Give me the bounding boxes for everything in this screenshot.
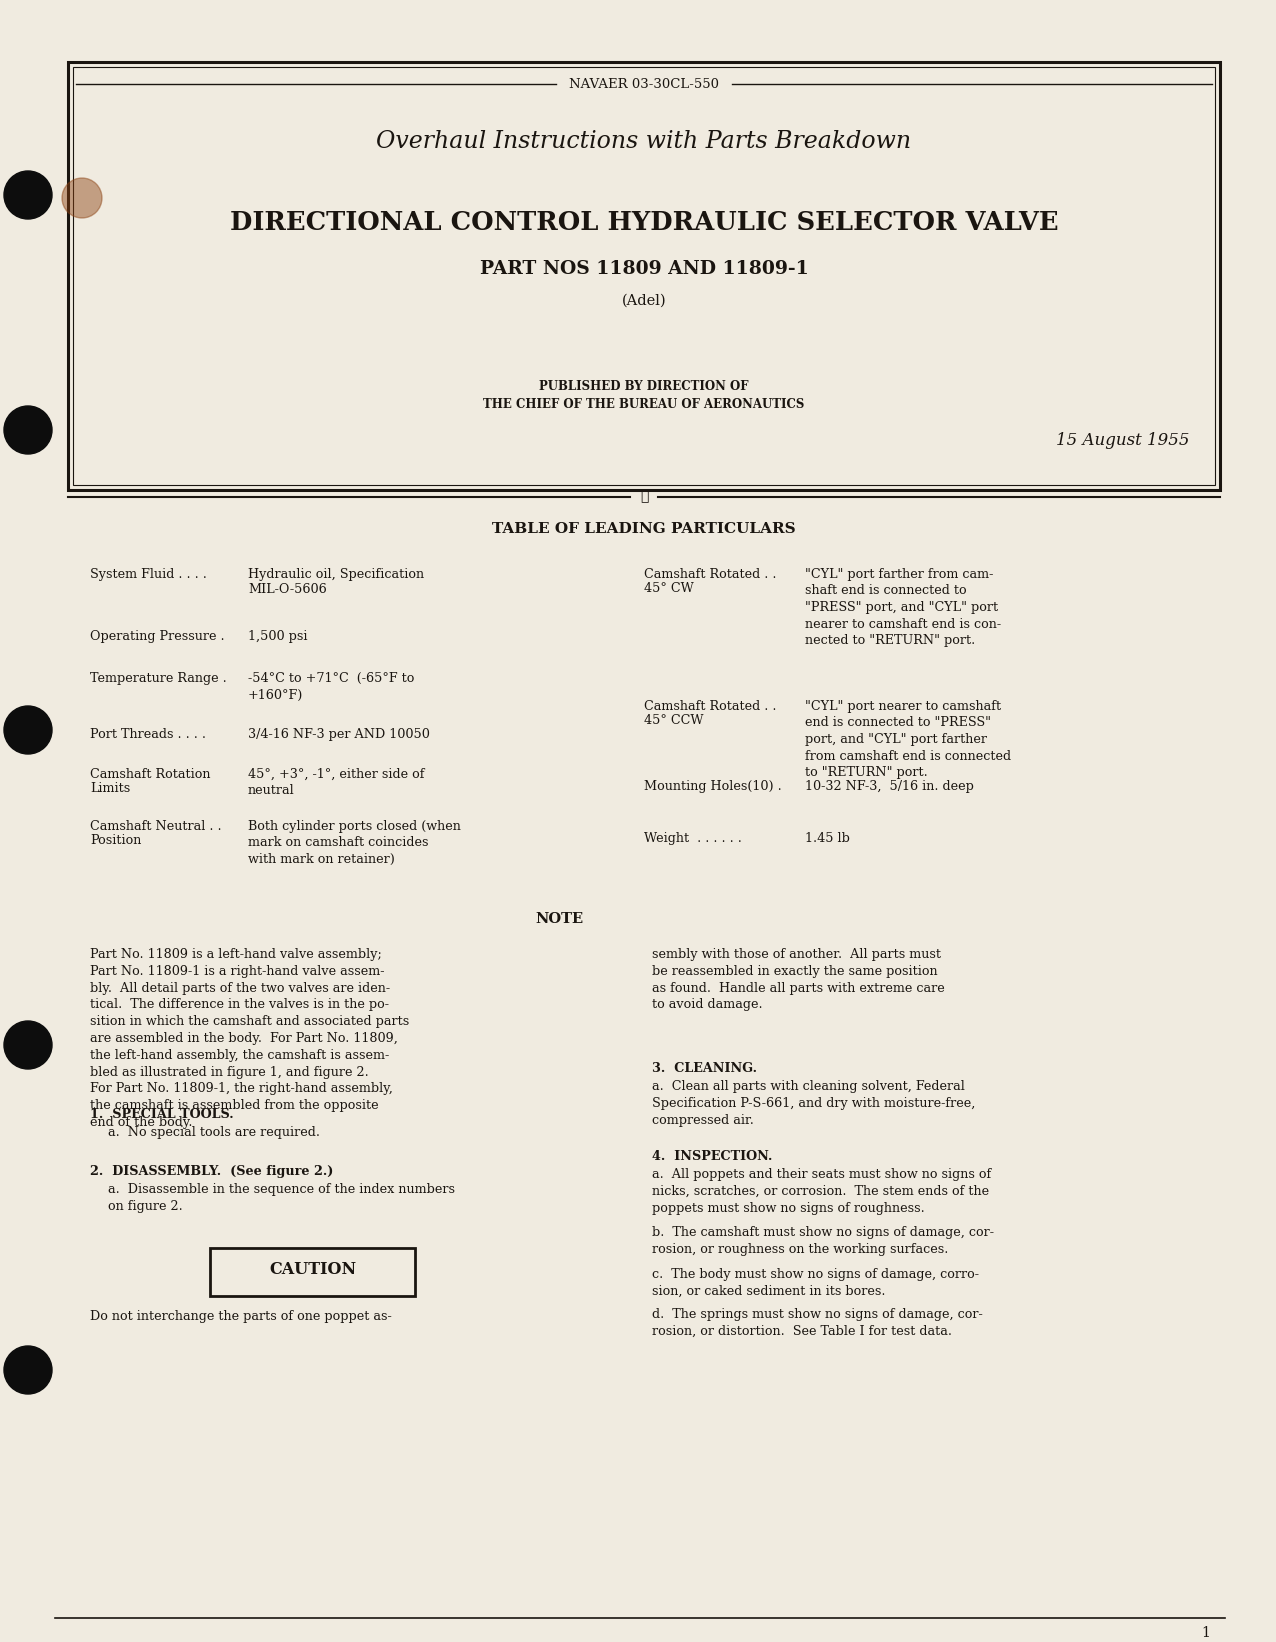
Text: System Fluid . . . .: System Fluid . . . .: [91, 568, 207, 581]
Text: 10-32 NF-3,  5/16 in. deep: 10-32 NF-3, 5/16 in. deep: [805, 780, 974, 793]
Text: -54°C to +71°C  (-65°F to
+160°F): -54°C to +71°C (-65°F to +160°F): [248, 672, 415, 701]
Text: 45°, +3°, -1°, either side of
neutral: 45°, +3°, -1°, either side of neutral: [248, 768, 425, 798]
Text: 2.  DISASSEMBLY.  (See figure 2.): 2. DISASSEMBLY. (See figure 2.): [91, 1166, 333, 1177]
Text: Overhaul Instructions with Parts Breakdown: Overhaul Instructions with Parts Breakdo…: [376, 130, 911, 153]
Text: (Adel): (Adel): [621, 294, 666, 309]
Text: Port Threads . . . .: Port Threads . . . .: [91, 727, 205, 741]
Text: Hydraulic oil, Specification
MIL-O-5606: Hydraulic oil, Specification MIL-O-5606: [248, 568, 424, 596]
Text: DIRECTIONAL CONTROL HYDRAULIC SELECTOR VALVE: DIRECTIONAL CONTROL HYDRAULIC SELECTOR V…: [230, 210, 1058, 235]
Circle shape: [4, 171, 52, 218]
Bar: [73, 67, 1215, 484]
Text: Position: Position: [91, 834, 142, 847]
Text: Camshaft Rotated . .: Camshaft Rotated . .: [644, 699, 777, 713]
Text: Camshaft Rotated . .: Camshaft Rotated . .: [644, 568, 777, 581]
Text: Camshaft Rotation: Camshaft Rotation: [91, 768, 211, 782]
Text: NAVAER 03-30CL-550: NAVAER 03-30CL-550: [569, 77, 718, 90]
Text: Camshaft Neutral . .: Camshaft Neutral . .: [91, 819, 222, 832]
Text: 15 August 1955: 15 August 1955: [1057, 432, 1191, 448]
Text: 3/4-16 NF-3 per AND 10050: 3/4-16 NF-3 per AND 10050: [248, 727, 430, 741]
Text: "CYL" port nearer to camshaft
end is connected to "PRESS"
port, and "CYL" port f: "CYL" port nearer to camshaft end is con…: [805, 699, 1011, 778]
Circle shape: [4, 406, 52, 453]
Text: NOTE: NOTE: [535, 911, 583, 926]
Text: a.  All poppets and their seats must show no signs of
nicks, scratches, or corro: a. All poppets and their seats must show…: [652, 1167, 991, 1215]
Bar: [68, 62, 1220, 489]
Text: 45° CW: 45° CW: [644, 581, 694, 594]
Text: Limits: Limits: [91, 782, 130, 795]
Bar: [211, 1248, 415, 1296]
Text: Mounting Holes(10) .: Mounting Holes(10) .: [644, 780, 782, 793]
Text: THE CHIEF OF THE BUREAU OF AERONAUTICS: THE CHIEF OF THE BUREAU OF AERONAUTICS: [484, 397, 805, 410]
Text: 1.45 lb: 1.45 lb: [805, 832, 850, 846]
Text: 1,500 psi: 1,500 psi: [248, 631, 308, 644]
Text: 45° CCW: 45° CCW: [644, 714, 703, 727]
Text: Part No. 11809 is a left-hand valve assembly;
Part No. 11809-1 is a right-hand v: Part No. 11809 is a left-hand valve asse…: [91, 947, 410, 1130]
Text: a.  Clean all parts with cleaning solvent, Federal
Specification P-S-661, and dr: a. Clean all parts with cleaning solvent…: [652, 1080, 975, 1126]
Text: Both cylinder ports closed (when
mark on camshaft coincides
with mark on retaine: Both cylinder ports closed (when mark on…: [248, 819, 461, 865]
Text: ★: ★: [639, 489, 648, 502]
Circle shape: [4, 1346, 52, 1394]
Text: PART NOS 11809 AND 11809-1: PART NOS 11809 AND 11809-1: [480, 259, 809, 277]
Text: Operating Pressure .: Operating Pressure .: [91, 631, 225, 644]
Text: c.  The body must show no signs of damage, corro-
sion, or caked sediment in its: c. The body must show no signs of damage…: [652, 1268, 979, 1297]
Text: Weight  . . . . . .: Weight . . . . . .: [644, 832, 741, 846]
Circle shape: [63, 177, 102, 218]
Text: a.  No special tools are required.: a. No special tools are required.: [108, 1126, 320, 1140]
Text: CAUTION: CAUTION: [269, 1261, 356, 1279]
Text: sembly with those of another.  All parts must
be reassembled in exactly the same: sembly with those of another. All parts …: [652, 947, 944, 1011]
Text: Temperature Range .: Temperature Range .: [91, 672, 227, 685]
Circle shape: [4, 706, 52, 754]
Text: 1: 1: [1201, 1626, 1210, 1640]
Text: 3.  CLEANING.: 3. CLEANING.: [652, 1062, 757, 1076]
Text: PUBLISHED BY DIRECTION OF: PUBLISHED BY DIRECTION OF: [540, 379, 749, 392]
Text: "CYL" port farther from cam-
shaft end is connected to
"PRESS" port, and "CYL" p: "CYL" port farther from cam- shaft end i…: [805, 568, 1002, 647]
Text: d.  The springs must show no signs of damage, cor-
rosion, or distortion.  See T: d. The springs must show no signs of dam…: [652, 1309, 983, 1338]
Text: a.  Disassemble in the sequence of the index numbers
on figure 2.: a. Disassemble in the sequence of the in…: [108, 1182, 456, 1213]
Text: b.  The camshaft must show no signs of damage, cor-
rosion, or roughness on the : b. The camshaft must show no signs of da…: [652, 1227, 994, 1256]
Text: 4.  INSPECTION.: 4. INSPECTION.: [652, 1149, 772, 1163]
Text: TABLE OF LEADING PARTICULARS: TABLE OF LEADING PARTICULARS: [493, 522, 796, 535]
Text: 1.  SPECIAL TOOLS.: 1. SPECIAL TOOLS.: [91, 1108, 234, 1121]
Text: Do not interchange the parts of one poppet as-: Do not interchange the parts of one popp…: [91, 1310, 392, 1323]
Circle shape: [4, 1021, 52, 1069]
